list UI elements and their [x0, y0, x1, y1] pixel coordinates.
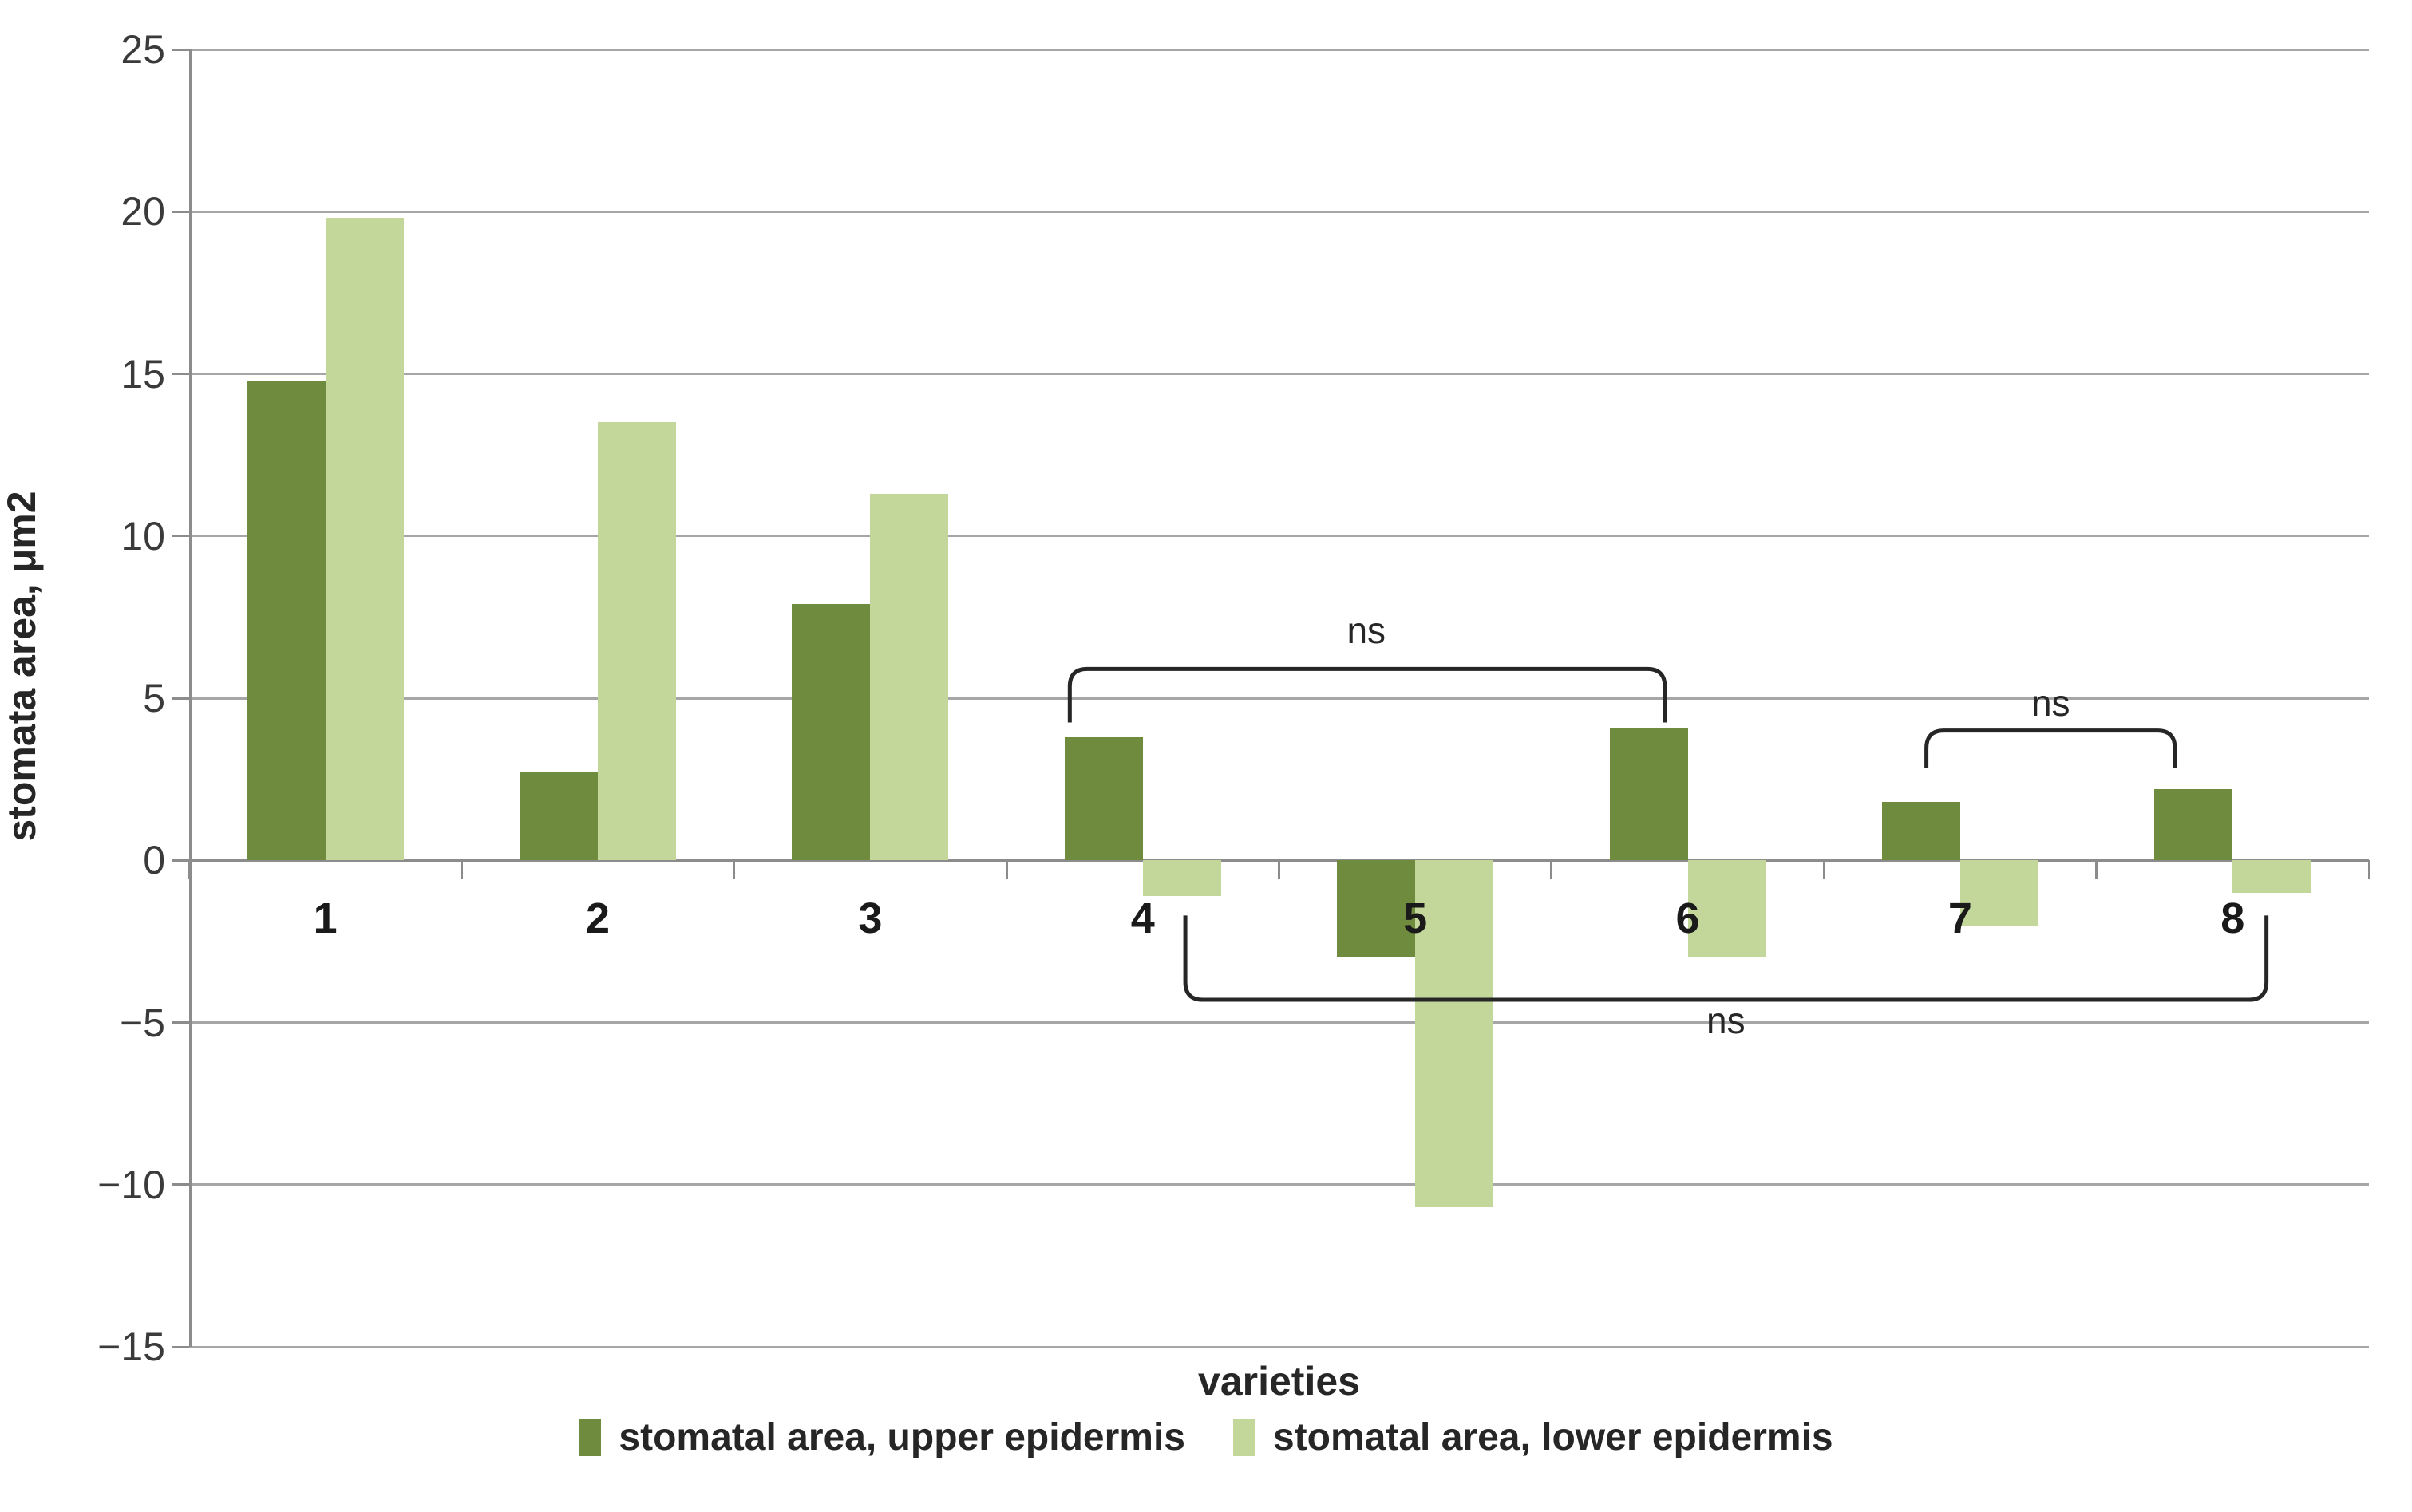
- category-label-2: 2: [586, 894, 611, 943]
- x-axis-tick-6: [1822, 860, 1825, 880]
- y-axis-tick-5: [172, 697, 189, 700]
- bar-lower-epidermis-6: [1687, 860, 1766, 958]
- legend-label-upper: stomatal area, upper epidermis: [619, 1416, 1185, 1459]
- significance-bracket-2: [1924, 728, 2177, 768]
- bar-upper-epidermis-8: [2154, 788, 2233, 861]
- gridline-y-5: [189, 697, 2369, 700]
- bar-lower-epidermis-3: [870, 493, 949, 861]
- y-tick-label-15: 15: [121, 351, 165, 397]
- y-tick-label--5: −5: [119, 1000, 165, 1045]
- y-axis-tick-20: [172, 210, 189, 213]
- significance-bracket-3: [1183, 915, 2269, 1002]
- bar-upper-epidermis-1: [247, 380, 326, 861]
- y-tick-label-0: 0: [143, 838, 165, 883]
- gridline-y--5: [189, 1021, 2369, 1024]
- bar-upper-epidermis-3: [792, 604, 871, 861]
- bar-upper-epidermis-2: [520, 772, 599, 861]
- y-axis-tick-0: [172, 859, 189, 862]
- y-axis-tick-10: [172, 535, 189, 538]
- category-label-6: 6: [1675, 894, 1700, 943]
- legend-item-lower-epidermis: stomatal area, lower epidermis: [1232, 1416, 1833, 1459]
- y-tick-label-5: 5: [143, 676, 165, 720]
- legend-swatch-lower-icon: [1232, 1419, 1255, 1456]
- ns-annotation-3: ns: [1706, 1000, 1746, 1042]
- y-axis-tick--5: [172, 1021, 189, 1024]
- x-axis-tick-3: [1005, 860, 1008, 880]
- gridline-y--15: [189, 1345, 2369, 1348]
- legend-label-lower: stomatal area, lower epidermis: [1272, 1416, 1833, 1459]
- x-axis-tick-2: [733, 860, 736, 880]
- category-label-1: 1: [313, 894, 338, 943]
- bar-lower-epidermis-2: [598, 422, 677, 861]
- y-axis-line: [189, 49, 192, 1347]
- gridline-y-10: [189, 535, 2369, 538]
- x-axis-tick-4: [1278, 860, 1280, 880]
- y-tick-label--15: −15: [97, 1324, 165, 1369]
- bar-upper-epidermis-7: [1881, 802, 1960, 861]
- bar-lower-epidermis-8: [2232, 860, 2311, 893]
- category-label-3: 3: [858, 894, 883, 943]
- x-axis-title: varieties: [1198, 1359, 1360, 1403]
- category-label-7: 7: [1947, 894, 1972, 943]
- category-label-4: 4: [1130, 894, 1155, 943]
- bar-upper-epidermis-6: [1609, 727, 1688, 861]
- significance-bracket-1: [1067, 666, 1667, 723]
- gridline-y-20: [189, 210, 2369, 213]
- y-axis-tick-15: [172, 373, 189, 375]
- y-tick-label-25: 25: [121, 27, 165, 72]
- legend: stomatal area, upper epidermis stomatal …: [0, 1419, 2412, 1457]
- bar-lower-epidermis-7: [1959, 860, 2038, 926]
- x-axis-tick-8: [2367, 860, 2370, 880]
- x-axis-tick-0: [188, 860, 191, 880]
- ns-annotation-1: ns: [1346, 609, 1386, 651]
- y-axis-tick--10: [172, 1183, 189, 1186]
- bar-lower-epidermis-5: [1415, 860, 1494, 1208]
- y-axis-tick-25: [172, 48, 189, 51]
- y-tick-label-20: 20: [121, 189, 165, 235]
- category-label-8: 8: [2220, 894, 2245, 943]
- x-axis-tick-1: [460, 860, 463, 880]
- bar-lower-epidermis-1: [325, 218, 404, 861]
- y-tick-label-10: 10: [121, 513, 165, 559]
- ns-annotation-2: ns: [2030, 682, 2070, 724]
- bar-upper-epidermis-5: [1337, 860, 1416, 958]
- category-label-5: 5: [1403, 894, 1428, 943]
- x-axis-tick-5: [1550, 860, 1553, 880]
- legend-item-upper-epidermis: stomatal area, upper epidermis: [579, 1419, 1185, 1457]
- gridline-y-25: [189, 48, 2369, 51]
- y-axis-tick--15: [172, 1345, 189, 1348]
- bar-upper-epidermis-4: [1064, 736, 1143, 861]
- y-tick-label--10: −10: [97, 1162, 165, 1207]
- gridline-y--10: [189, 1183, 2369, 1186]
- x-axis-tick-7: [2095, 860, 2098, 880]
- bar-lower-epidermis-4: [1142, 860, 1221, 896]
- legend-swatch-upper-icon: [579, 1419, 602, 1456]
- gridline-y-15: [189, 373, 2369, 375]
